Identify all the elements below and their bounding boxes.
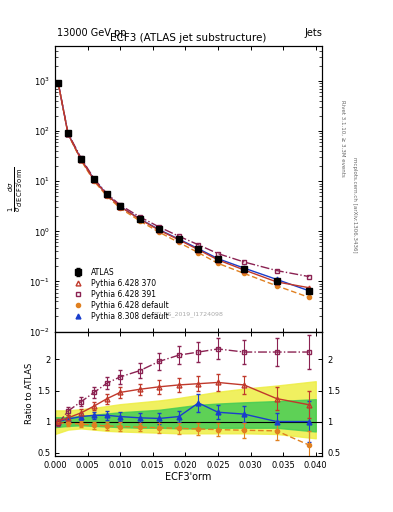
Title: ECF3 (ATLAS jet substructure): ECF3 (ATLAS jet substructure) [110, 33, 267, 42]
Text: ATLAS_2019_I1724098: ATLAS_2019_I1724098 [153, 312, 224, 317]
Y-axis label: $\frac{1}{\sigma}\frac{d\sigma}{d\,\mathrm{ECF3'orm}}$: $\frac{1}{\sigma}\frac{d\sigma}{d\,\math… [7, 166, 25, 211]
Legend: ATLAS, Pythia 6.428 370, Pythia 6.428 391, Pythia 6.428 default, Pythia 8.308 de: ATLAS, Pythia 6.428 370, Pythia 6.428 39… [67, 266, 170, 322]
Text: mcplots.cern.ch [arXiv:1306.3436]: mcplots.cern.ch [arXiv:1306.3436] [352, 157, 357, 252]
X-axis label: ECF3'orm: ECF3'orm [165, 472, 212, 482]
Text: Jets: Jets [305, 28, 322, 38]
Text: Rivet 3.1.10, ≥ 3.3M events: Rivet 3.1.10, ≥ 3.3M events [340, 100, 345, 177]
Text: 13000 GeV pp: 13000 GeV pp [57, 28, 127, 38]
Y-axis label: Ratio to ATLAS: Ratio to ATLAS [25, 363, 34, 424]
